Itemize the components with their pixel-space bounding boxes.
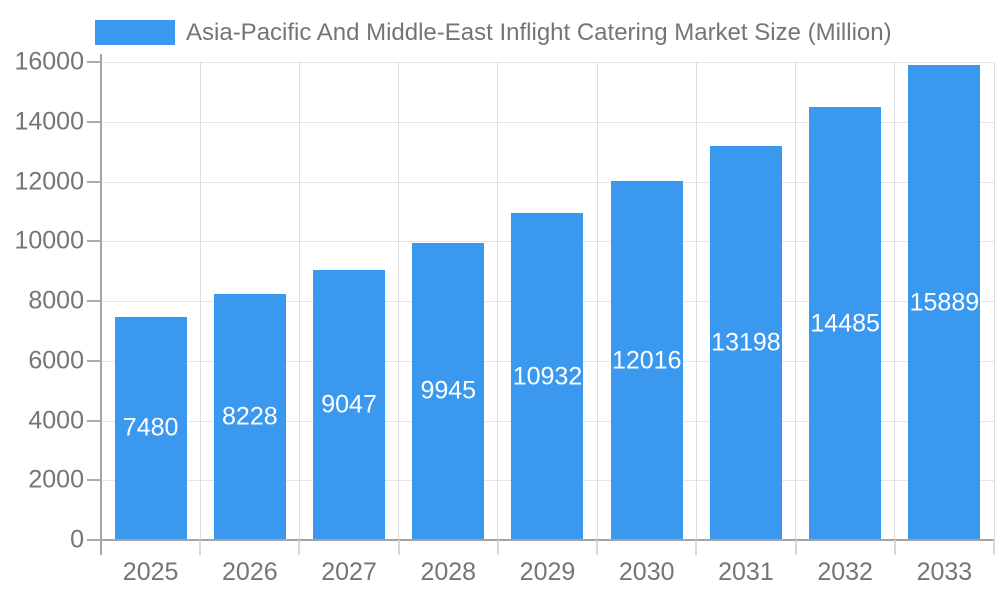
y-axis-tick-label: 0: [70, 525, 84, 554]
legend-swatch-icon: [95, 20, 175, 45]
bar-value-label: 15889: [909, 288, 980, 317]
y-axis-tick-label: 6000: [28, 346, 84, 375]
bar-2032[interactable]: [809, 107, 882, 540]
x-axis-tick: [695, 540, 698, 555]
column-separator: [596, 62, 598, 540]
y-axis-tick: [87, 479, 101, 482]
column-separator: [894, 62, 896, 540]
legend-label: Asia-Pacific And Middle-East Inflight Ca…: [186, 19, 892, 46]
x-axis-tick-label: 2028: [420, 558, 477, 586]
y-axis-tick: [87, 61, 101, 63]
bar-column: 15889: [895, 62, 994, 540]
column-separator: [993, 62, 995, 540]
x-axis-tick: [397, 540, 400, 555]
x-axis-tick: [199, 540, 202, 555]
y-axis-tick-label: 10000: [14, 226, 84, 255]
bar-column: 9945: [399, 62, 498, 540]
bar-2029[interactable]: [511, 213, 584, 540]
bar-value-label: 9047: [321, 390, 377, 419]
bar-column: 10932: [498, 62, 597, 540]
y-axis-line: [100, 54, 102, 555]
bar-column: 9047: [299, 62, 398, 540]
x-axis-tick: [794, 540, 797, 555]
y-axis-tick-label: 2000: [28, 465, 84, 494]
bar-value-label: 14485: [810, 309, 880, 338]
bar-column: 7480: [101, 62, 200, 540]
gridline: [101, 181, 994, 183]
bar-column: 13198: [696, 62, 795, 540]
gridline: [101, 121, 994, 123]
y-axis-tick-label: 16000: [14, 47, 84, 76]
column-separator: [298, 62, 300, 540]
bar-2026[interactable]: [213, 294, 286, 540]
x-axis-tick-label: 2029: [519, 558, 576, 586]
y-axis-tick-label: 4000: [28, 406, 84, 434]
y-axis-tick: [87, 240, 101, 243]
x-axis-tick-label: 2026: [222, 558, 278, 586]
bar-2028[interactable]: [412, 242, 485, 540]
x-axis-tick: [496, 540, 499, 555]
column-separator: [497, 62, 499, 540]
y-axis-tick: [87, 539, 101, 541]
column-separator: [398, 62, 400, 540]
bar-2031[interactable]: [709, 145, 782, 540]
y-axis-labels: 0 2000 4000 6000 8000 10000 12000 14000 16000: [0, 0, 84, 600]
y-axis-tick: [87, 120, 101, 123]
x-axis-tick: [893, 540, 896, 555]
x-axis-tick-label: 2030: [618, 558, 675, 586]
bar-column: 14485: [796, 62, 895, 540]
x-axis-line: [87, 539, 994, 541]
x-axis-tick-label: 2027: [321, 558, 377, 586]
y-axis-tick: [87, 419, 101, 422]
y-axis-tick-label: 14000: [14, 107, 84, 136]
column-separator: [795, 62, 797, 540]
y-axis-tick-label: 12000: [14, 167, 84, 195]
x-axis-tick-label: 2032: [817, 558, 873, 586]
y-axis-tick: [87, 180, 101, 183]
bar-value-label: 10932: [512, 362, 583, 391]
gridline: [101, 62, 994, 63]
bar-2033[interactable]: [908, 65, 981, 540]
bar-value-label: 12016: [611, 346, 682, 375]
bar-2030[interactable]: [610, 181, 683, 540]
y-axis-tick: [87, 359, 101, 362]
x-axis-tick: [596, 540, 599, 555]
bar-value-label: 13198: [711, 328, 781, 357]
y-axis-tick-label: 8000: [28, 286, 84, 315]
column-separator: [695, 62, 697, 540]
x-axis-tick: [298, 540, 301, 555]
bar-column: 8228: [200, 62, 299, 540]
legend-item[interactable]: Asia-Pacific And Middle-East Inflight Ca…: [95, 20, 892, 45]
y-axis-tick: [87, 300, 101, 302]
x-axis-tick: [993, 540, 995, 555]
bar-2027[interactable]: [313, 269, 386, 540]
x-axis-labels: 2025 2026 2027 2028 2029 2030 2031 2032 2033: [101, 560, 994, 590]
x-axis-tick-label: 2025: [122, 558, 179, 586]
x-axis-tick-label: 2031: [718, 558, 774, 586]
bar-column: 12016: [597, 62, 696, 540]
plot-area: 7480 8228 9047 9945 10932 12016 13198 14485 1588…: [101, 62, 995, 540]
bar-value-label: 8228: [222, 402, 278, 431]
x-axis-tick-label: 2033: [916, 558, 973, 586]
bar-2025[interactable]: [114, 316, 187, 540]
bar-value-label: 9945: [420, 376, 477, 405]
bar-value-label: 7480: [122, 413, 179, 442]
column-separator: [199, 62, 201, 540]
